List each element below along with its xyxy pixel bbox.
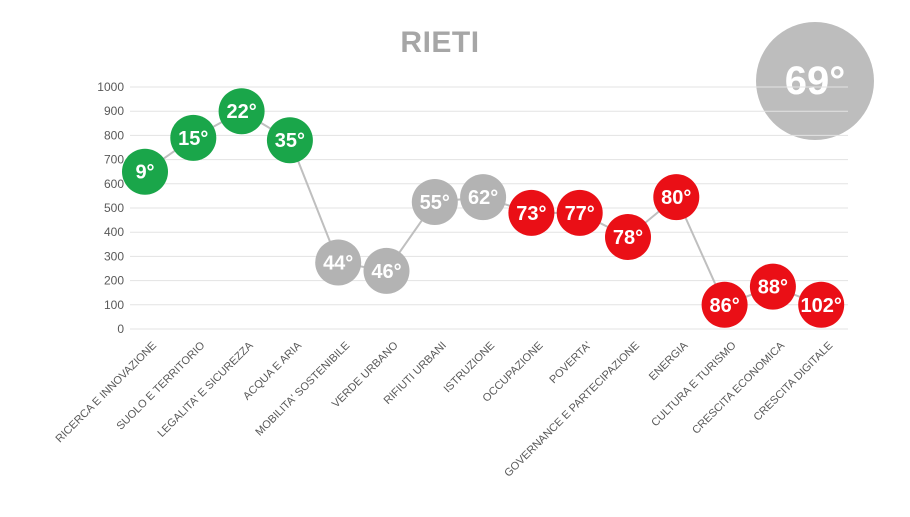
data-point bbox=[653, 174, 700, 221]
y-tick-label: 1000 bbox=[97, 80, 124, 94]
data-point bbox=[218, 88, 265, 135]
y-tick-label: 500 bbox=[104, 201, 124, 215]
data-point bbox=[556, 189, 603, 236]
data-point bbox=[460, 174, 507, 221]
data-label: 55° bbox=[420, 192, 450, 214]
data-label: 73° bbox=[516, 203, 546, 225]
y-tick-label: 800 bbox=[104, 128, 124, 142]
data-point bbox=[170, 114, 217, 161]
x-tick-label: POVERTA' bbox=[547, 340, 593, 386]
x-tick-label: LEGALITA' E SICUREZZA bbox=[156, 339, 257, 440]
data-point bbox=[122, 148, 168, 195]
data-label: 9° bbox=[135, 162, 154, 184]
y-tick-label: 400 bbox=[104, 225, 124, 239]
data-label: 77° bbox=[565, 203, 595, 225]
x-tick-label: RICERCA E INNOVAZIONE bbox=[54, 340, 160, 446]
data-label: 22° bbox=[226, 101, 256, 123]
x-tick-label: CRESCITA ECONOMICA bbox=[690, 339, 787, 436]
y-tick-label: 600 bbox=[104, 177, 124, 191]
data-label: 88° bbox=[758, 277, 788, 299]
x-tick-label: CULTURA E TURISMO bbox=[649, 339, 739, 429]
y-tick-label: 0 bbox=[117, 322, 124, 336]
data-label: 86° bbox=[709, 295, 739, 317]
data-label: 102° bbox=[801, 295, 842, 317]
x-tick-label: MOBILITA' SOSTENIBILE bbox=[253, 340, 352, 439]
x-tick-label: CRESCITA DIGITALE bbox=[751, 340, 835, 424]
data-point bbox=[749, 263, 796, 310]
data-point bbox=[605, 214, 651, 261]
x-tick-label: ENERGIA bbox=[647, 339, 691, 383]
y-tick-label: 200 bbox=[104, 274, 124, 288]
data-label: 80° bbox=[661, 187, 691, 209]
data-label: 46° bbox=[371, 261, 401, 283]
data-point bbox=[411, 178, 458, 225]
data-point bbox=[798, 281, 845, 328]
y-tick-label: 900 bbox=[104, 104, 124, 118]
data-point bbox=[266, 117, 313, 164]
data-point bbox=[363, 247, 410, 294]
data-label: 15° bbox=[178, 128, 208, 150]
data-point bbox=[315, 239, 362, 286]
overall-rank-badge: 69° bbox=[756, 22, 874, 140]
y-tick-label: 700 bbox=[104, 153, 124, 167]
y-tick-label: 300 bbox=[104, 249, 124, 263]
x-tick-label: SUOLO E TERRITORIO bbox=[115, 339, 208, 432]
data-label: 62° bbox=[468, 187, 498, 209]
data-label: 44° bbox=[323, 252, 353, 274]
data-point bbox=[508, 189, 555, 236]
data-label: 78° bbox=[613, 227, 643, 249]
chart-title: RIETI bbox=[400, 26, 480, 59]
data-point bbox=[701, 281, 748, 328]
y-tick-label: 100 bbox=[104, 298, 124, 312]
data-label: 35° bbox=[275, 130, 305, 152]
